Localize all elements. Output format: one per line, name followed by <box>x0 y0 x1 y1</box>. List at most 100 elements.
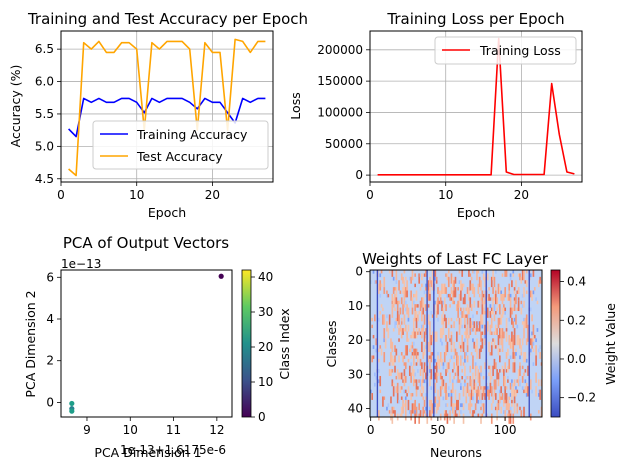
weights-heatmap-cell <box>454 410 457 417</box>
weights-heatmap-cell <box>422 297 425 308</box>
weights-heatmap-cell <box>460 345 462 349</box>
weights-heatmap-cell <box>411 365 414 376</box>
weights-heatmap-dark-column <box>485 270 487 417</box>
weights-heatmap-cell <box>508 334 511 346</box>
accuracy-legend-box <box>92 120 269 170</box>
weights-heatmap-cell <box>413 317 415 329</box>
weights-heatmap-cell <box>391 413 394 424</box>
weights-heatmap-cell <box>447 328 450 339</box>
weights-heatmap-cell <box>450 324 453 329</box>
weights-x-tick-label: 0 <box>367 423 375 437</box>
weights-heatmap-cell <box>406 290 408 298</box>
weights-heatmap-cell <box>425 393 427 397</box>
weights-heatmap-cell <box>383 396 386 400</box>
loss-x-label: Epoch <box>457 205 495 220</box>
weights-heatmap-cell <box>525 270 528 274</box>
weights-heatmap-cell <box>517 273 520 277</box>
weights-heatmap-cell <box>450 348 453 353</box>
weights-heatmap-cell <box>439 338 442 343</box>
weights-heatmap-cell <box>395 287 398 298</box>
weights-heatmap-cell <box>404 324 407 332</box>
weights-heatmap-cell <box>379 311 382 315</box>
weights-heatmap-cell <box>465 314 468 318</box>
weights-heatmap-cell <box>537 410 540 414</box>
weights-heatmap-cell <box>490 403 493 411</box>
weights-heatmap-cell <box>477 321 480 325</box>
weights-heatmap-cell <box>418 403 421 411</box>
weights-heatmap-cell <box>511 341 513 349</box>
weights-heatmap-cell <box>408 276 411 281</box>
weights-heatmap-cell <box>427 314 430 325</box>
weights-heatmap-cell <box>398 328 400 335</box>
weights-heatmap-cell <box>504 386 507 397</box>
weights-heatmap-cell <box>473 386 476 390</box>
weights-heatmap-cell <box>529 348 532 353</box>
weights-heatmap-cell <box>418 379 421 383</box>
weights-heatmap-dark-column <box>528 270 530 417</box>
weights-heatmap-cell <box>417 331 419 335</box>
pca-plot-frame <box>60 269 233 418</box>
weights-heatmap-cell <box>462 307 465 318</box>
weights-heatmap-cell <box>419 358 422 366</box>
weights-heatmap-cell <box>398 280 400 291</box>
weights-heatmap-cell <box>404 410 407 421</box>
weights-heatmap-cell <box>456 331 458 342</box>
weights-heatmap-cell <box>460 410 462 414</box>
weights-heatmap-cell <box>395 280 398 284</box>
weights-heatmap-cell <box>419 379 422 384</box>
pca-colorbar-ticks: 0 10 20 30 40 <box>251 270 273 424</box>
weights-heatmap-cell <box>415 406 418 414</box>
weights-heatmap-cell <box>403 362 406 366</box>
weights-heatmap-cell <box>493 293 496 301</box>
weights-heatmap-cell <box>370 280 372 284</box>
weights-heatmap-cell <box>457 399 459 411</box>
weights-x-tick-label: 50 <box>430 423 445 437</box>
weights-heatmap-cell <box>500 396 502 400</box>
weights-heatmap-cell <box>519 406 521 411</box>
weights-heatmap-cell <box>386 293 388 298</box>
weights-heatmap-cell <box>472 270 474 274</box>
weights-heatmap-cell <box>484 386 486 390</box>
weights-heatmap-cell <box>429 355 431 359</box>
weights-heatmap-cell <box>400 273 403 281</box>
weights-heatmap-cells <box>370 270 543 424</box>
weights-heatmap-cell <box>489 304 492 308</box>
weights-heatmap-cell <box>446 341 449 353</box>
weights-heatmap-cell <box>512 334 515 346</box>
weights-heatmap-dark-column <box>433 270 435 417</box>
weights-heatmap-cell <box>431 314 434 318</box>
weights-heatmap-cell <box>466 375 469 380</box>
weights-heatmap-cell <box>441 379 443 390</box>
weights-heatmap-cell <box>442 362 445 367</box>
weights-heatmap-cell <box>511 331 513 342</box>
accuracy-x-tick-label: 0 <box>57 188 65 202</box>
weights-heatmap-cell <box>476 321 478 332</box>
weights-heatmap-cell <box>372 355 375 359</box>
weights-heatmap-cell <box>478 379 481 387</box>
weights-heatmap-cell <box>465 375 468 380</box>
weights-heatmap-cell <box>413 300 415 305</box>
weights-heatmap-cell <box>508 396 511 400</box>
weights-heatmap-cell <box>466 334 469 339</box>
weights-heatmap-cell <box>406 331 408 342</box>
weights-heatmap-cell <box>537 379 540 387</box>
weights-heatmap-cell <box>454 348 457 356</box>
weights-heatmap-cell <box>539 345 541 349</box>
weights-heatmap-cell <box>469 403 472 414</box>
weights-heatmap-cell <box>531 314 533 322</box>
weights-heatmap-cell <box>422 379 425 383</box>
weights-heatmap-cell <box>505 328 508 332</box>
weights-heatmap-cell <box>477 372 480 383</box>
accuracy-y-tick-label: 4.5 <box>35 172 54 186</box>
weights-heatmap-cell <box>403 300 406 308</box>
weights-heatmap-cell <box>446 413 449 424</box>
weights-heatmap-cell <box>509 355 512 360</box>
weights-heatmap-cell <box>499 317 501 325</box>
weights-heatmap-cell <box>512 393 515 397</box>
weights-heatmap-cell <box>462 386 465 397</box>
weights-heatmap-cell <box>535 345 537 356</box>
weights-heatmap-cell <box>404 389 407 394</box>
weights-heatmap-cell <box>525 338 528 346</box>
weights-heatmap-cell <box>403 314 406 325</box>
